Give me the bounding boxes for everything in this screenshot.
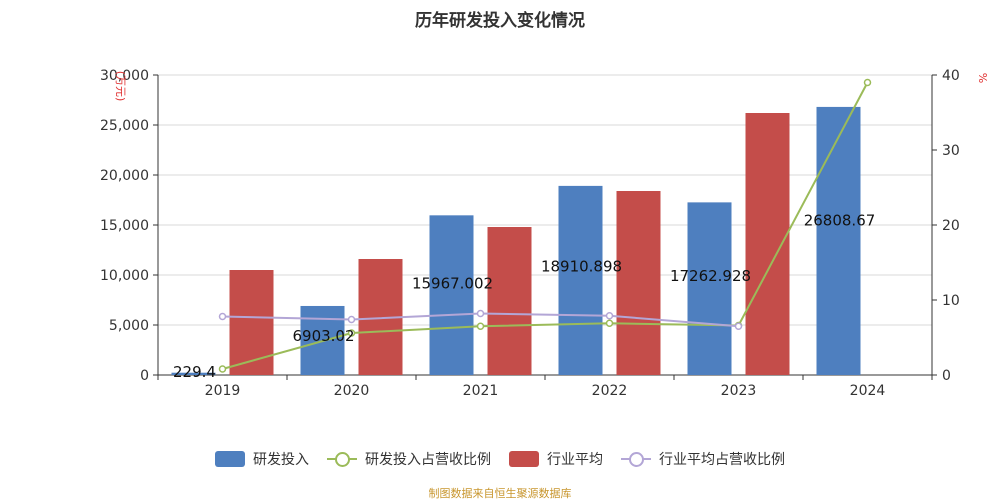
source-note: 制图数据来自恒生聚源数据库 bbox=[428, 487, 572, 500]
bar-rd bbox=[429, 215, 474, 375]
chart-title: 历年研发投入变化情况 bbox=[415, 11, 585, 31]
bar-industry bbox=[745, 113, 790, 375]
data-label-rd: 17262.928 bbox=[670, 267, 751, 285]
legend-label: 行业平均占营收比例 bbox=[659, 452, 785, 468]
legend-item[interactable]: 行业平均占营收比例 bbox=[621, 449, 785, 469]
bar-rd bbox=[171, 372, 216, 375]
point-rd-ratio bbox=[605, 319, 614, 327]
y-right-tick-label: 30 bbox=[942, 143, 960, 159]
legend: 研发投入 研发投入占营收比例 行业平均 行业平均占营收比例 bbox=[0, 449, 1000, 469]
legend-item[interactable]: 研发投入占营收比例 bbox=[327, 449, 491, 469]
y-left-unit-label: (万元) bbox=[114, 71, 127, 102]
bar-industry bbox=[616, 191, 661, 375]
point-rd-ratio bbox=[347, 329, 356, 337]
point-rd-ratio bbox=[218, 365, 227, 373]
legend-swatch bbox=[509, 451, 539, 467]
legend-label: 行业平均 bbox=[547, 452, 603, 468]
x-tick-label: 2022 bbox=[592, 383, 628, 399]
y-left-tick-label: 0 bbox=[140, 368, 149, 384]
bar-rd bbox=[558, 185, 603, 375]
y-right-tick-label: 10 bbox=[942, 293, 960, 309]
point-industry-ratio bbox=[218, 312, 227, 321]
point-rd-ratio bbox=[476, 322, 485, 330]
bar-industry bbox=[229, 270, 274, 375]
line-rd-ratio bbox=[222, 82, 869, 370]
y-right-tick-label: 40 bbox=[942, 68, 960, 84]
data-label-rd: 18910.898 bbox=[541, 257, 622, 275]
data-label-rd: 15967.002 bbox=[412, 274, 493, 292]
point-rd-ratio bbox=[863, 78, 872, 87]
y-left-tick-label: 30,000 bbox=[100, 68, 149, 84]
legend-swatch bbox=[621, 451, 651, 467]
x-tick-label: 2024 bbox=[850, 383, 886, 399]
y-left-tick-label: 25,000 bbox=[100, 118, 149, 134]
y-right-tick-label: 0 bbox=[942, 368, 951, 384]
legend-swatch bbox=[327, 451, 357, 467]
legend-label: 研发投入占营收比例 bbox=[365, 452, 491, 468]
point-industry-ratio bbox=[476, 309, 485, 318]
x-tick-label: 2023 bbox=[721, 383, 757, 399]
y-right-tick-label: 20 bbox=[942, 218, 960, 234]
point-industry-ratio bbox=[734, 322, 743, 330]
y-right-unit-label: % bbox=[976, 73, 989, 83]
legend-item[interactable]: 研发投入 bbox=[215, 449, 309, 469]
bar-rd bbox=[687, 202, 732, 375]
data-label-rd: 6903.02 bbox=[292, 327, 354, 345]
x-tick-label: 2019 bbox=[205, 383, 241, 399]
y-left-tick-label: 20,000 bbox=[100, 168, 149, 184]
point-industry-ratio bbox=[605, 312, 614, 320]
data-label-rd: 26808.67 bbox=[804, 212, 876, 230]
x-tick-label: 2021 bbox=[463, 383, 499, 399]
y-left-tick-label: 5,000 bbox=[109, 318, 149, 334]
legend-item[interactable]: 行业平均 bbox=[509, 449, 603, 469]
legend-label: 研发投入 bbox=[253, 452, 309, 468]
y-left-tick-label: 15,000 bbox=[100, 218, 149, 234]
bar-industry bbox=[487, 227, 532, 375]
point-industry-ratio bbox=[347, 315, 356, 324]
data-label-rd: 229.4 bbox=[173, 363, 216, 381]
x-tick-label: 2020 bbox=[334, 383, 370, 399]
legend-swatch bbox=[215, 451, 245, 467]
y-left-tick-label: 10,000 bbox=[100, 268, 149, 284]
bar-rd bbox=[816, 106, 861, 375]
